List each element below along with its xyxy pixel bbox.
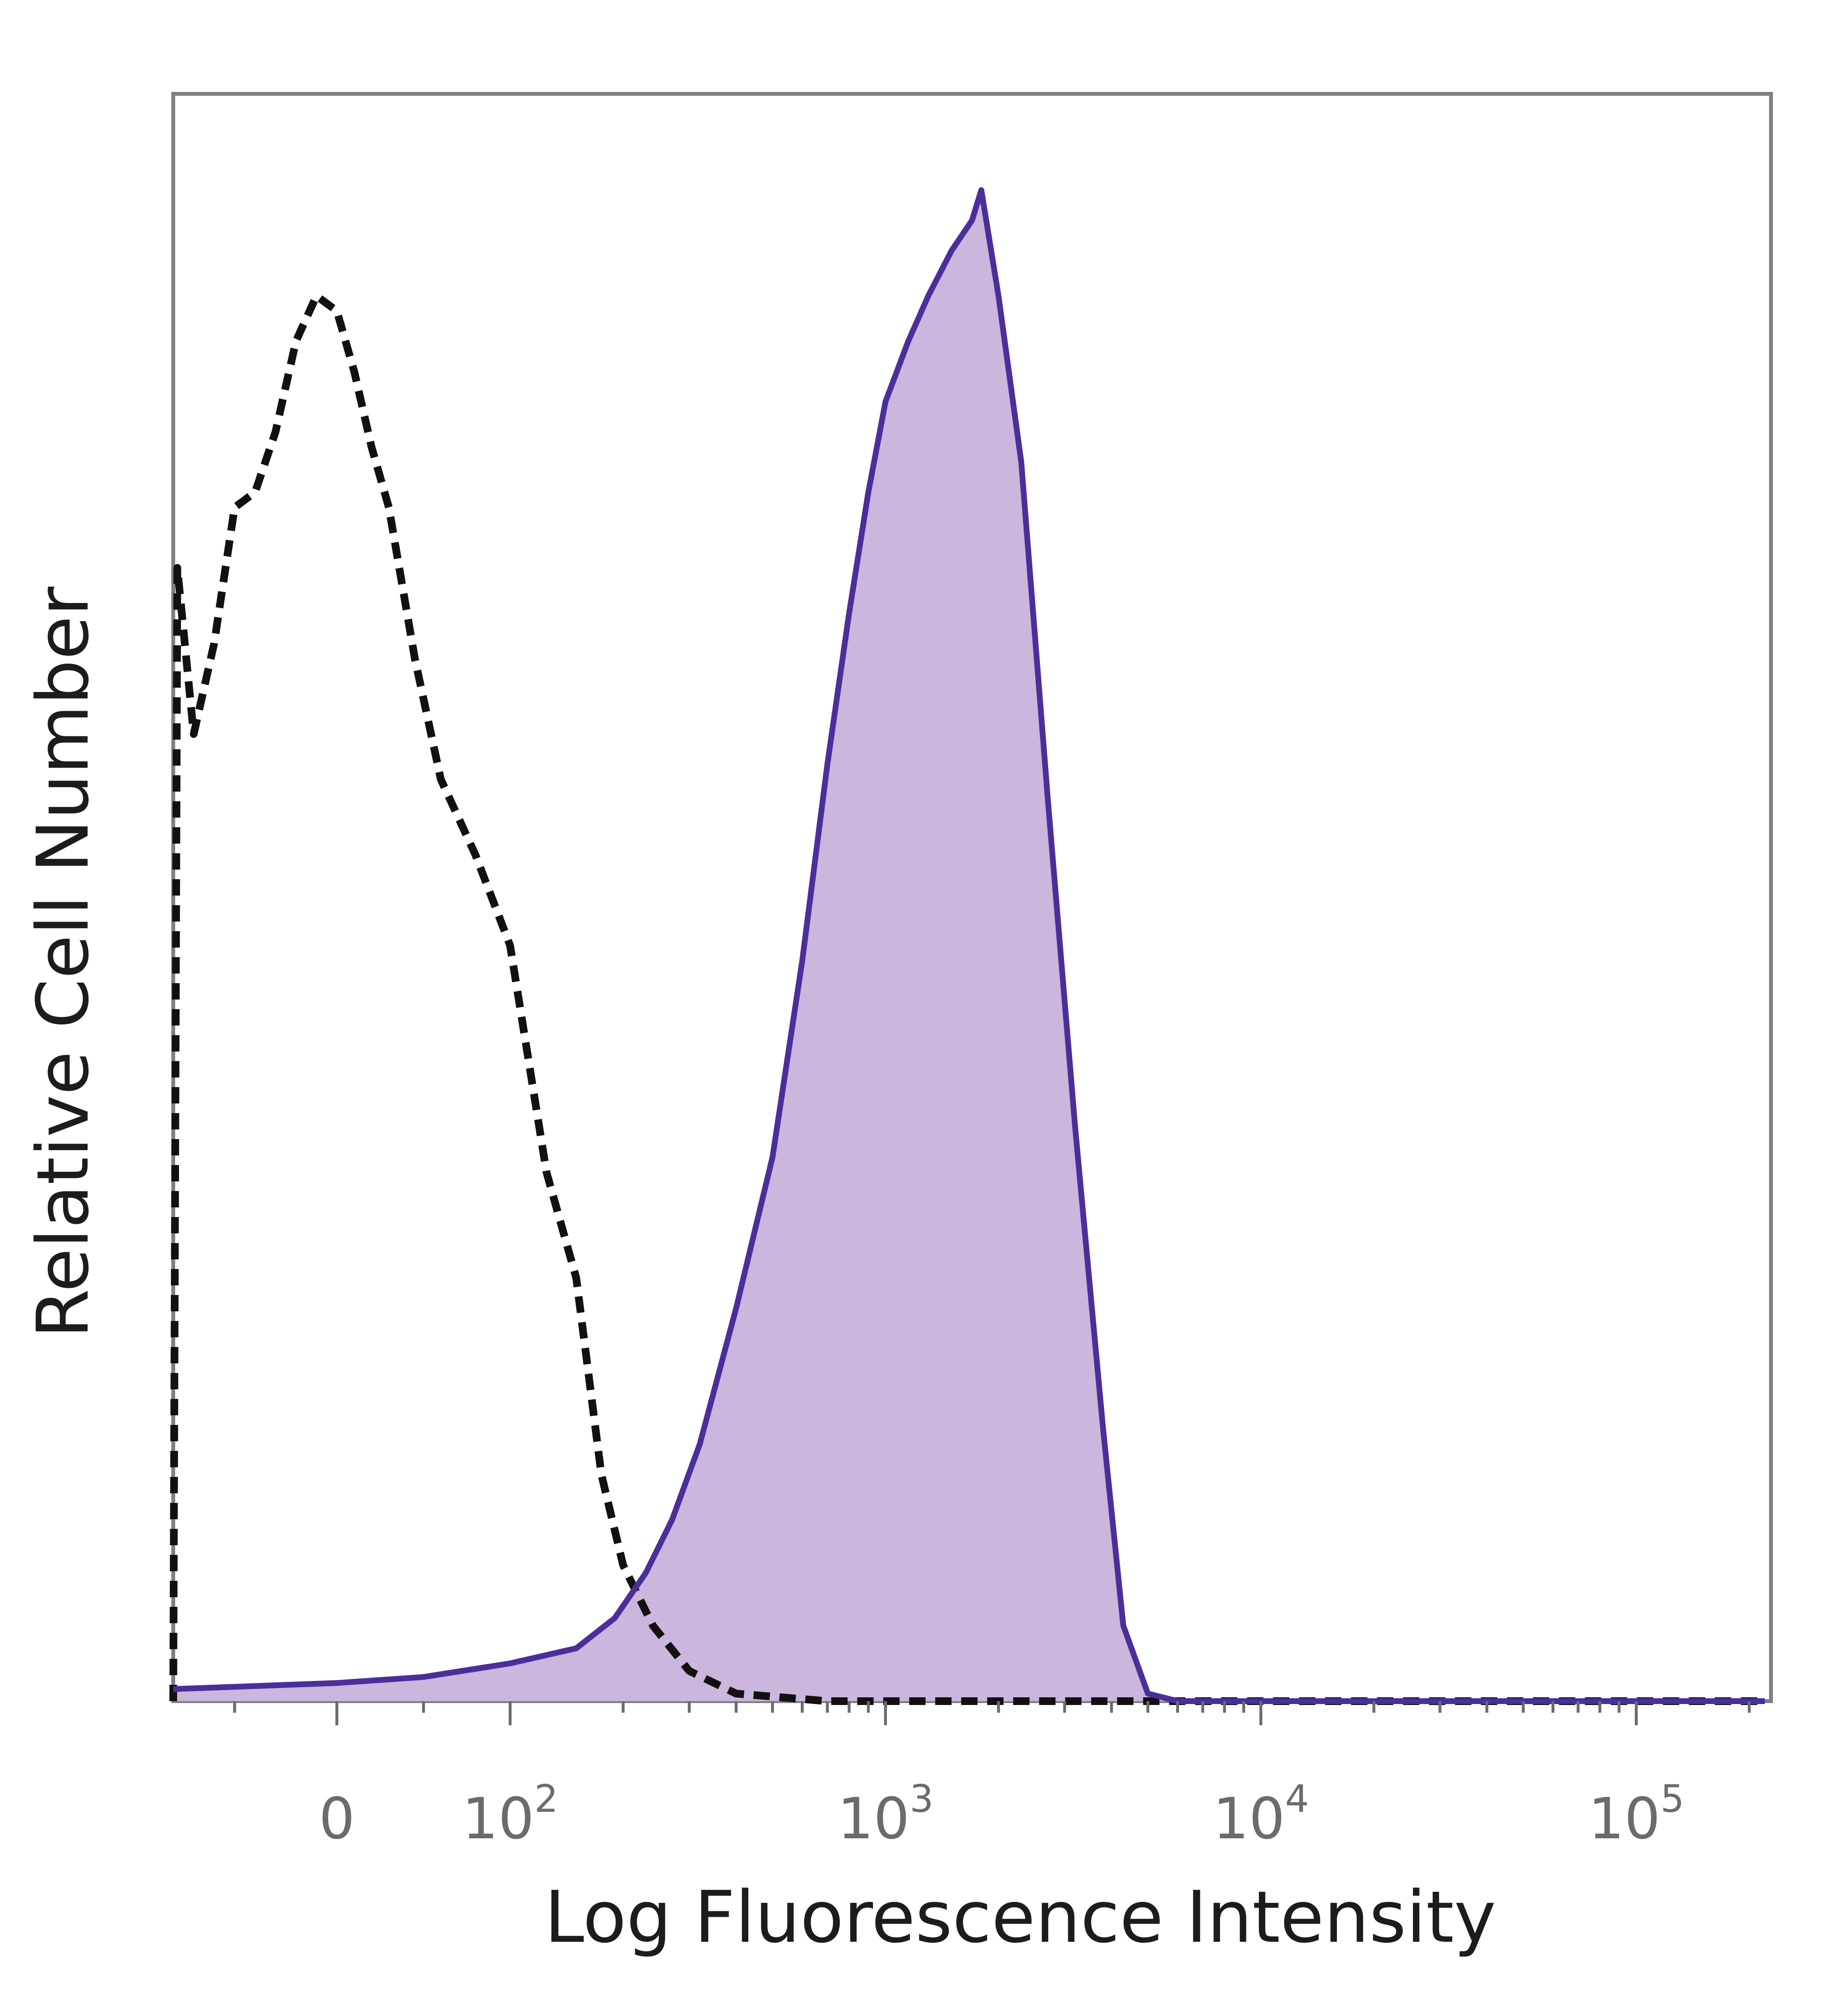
- x-tick-label-1: 102: [462, 1778, 558, 1852]
- y-axis-title: Relative Cell Number: [22, 587, 104, 1338]
- series-0-dashed-line: [169, 292, 1765, 1705]
- x-tick-label-4: 105: [1588, 1778, 1684, 1852]
- x-axis-title: Log Fluorescence Intensity: [544, 1876, 1496, 1959]
- series-1-solid-line: [173, 187, 1765, 1704]
- series-1-fill: [173, 190, 1765, 1701]
- x-tick-label-2: 103: [837, 1778, 934, 1852]
- series-layer: [169, 187, 1765, 1705]
- x-axis-ticks: 0 102 103 104 105: [233, 1701, 1751, 1852]
- x-tick-label-3: 104: [1213, 1778, 1309, 1852]
- x-tick-label-0: 0: [319, 1785, 355, 1852]
